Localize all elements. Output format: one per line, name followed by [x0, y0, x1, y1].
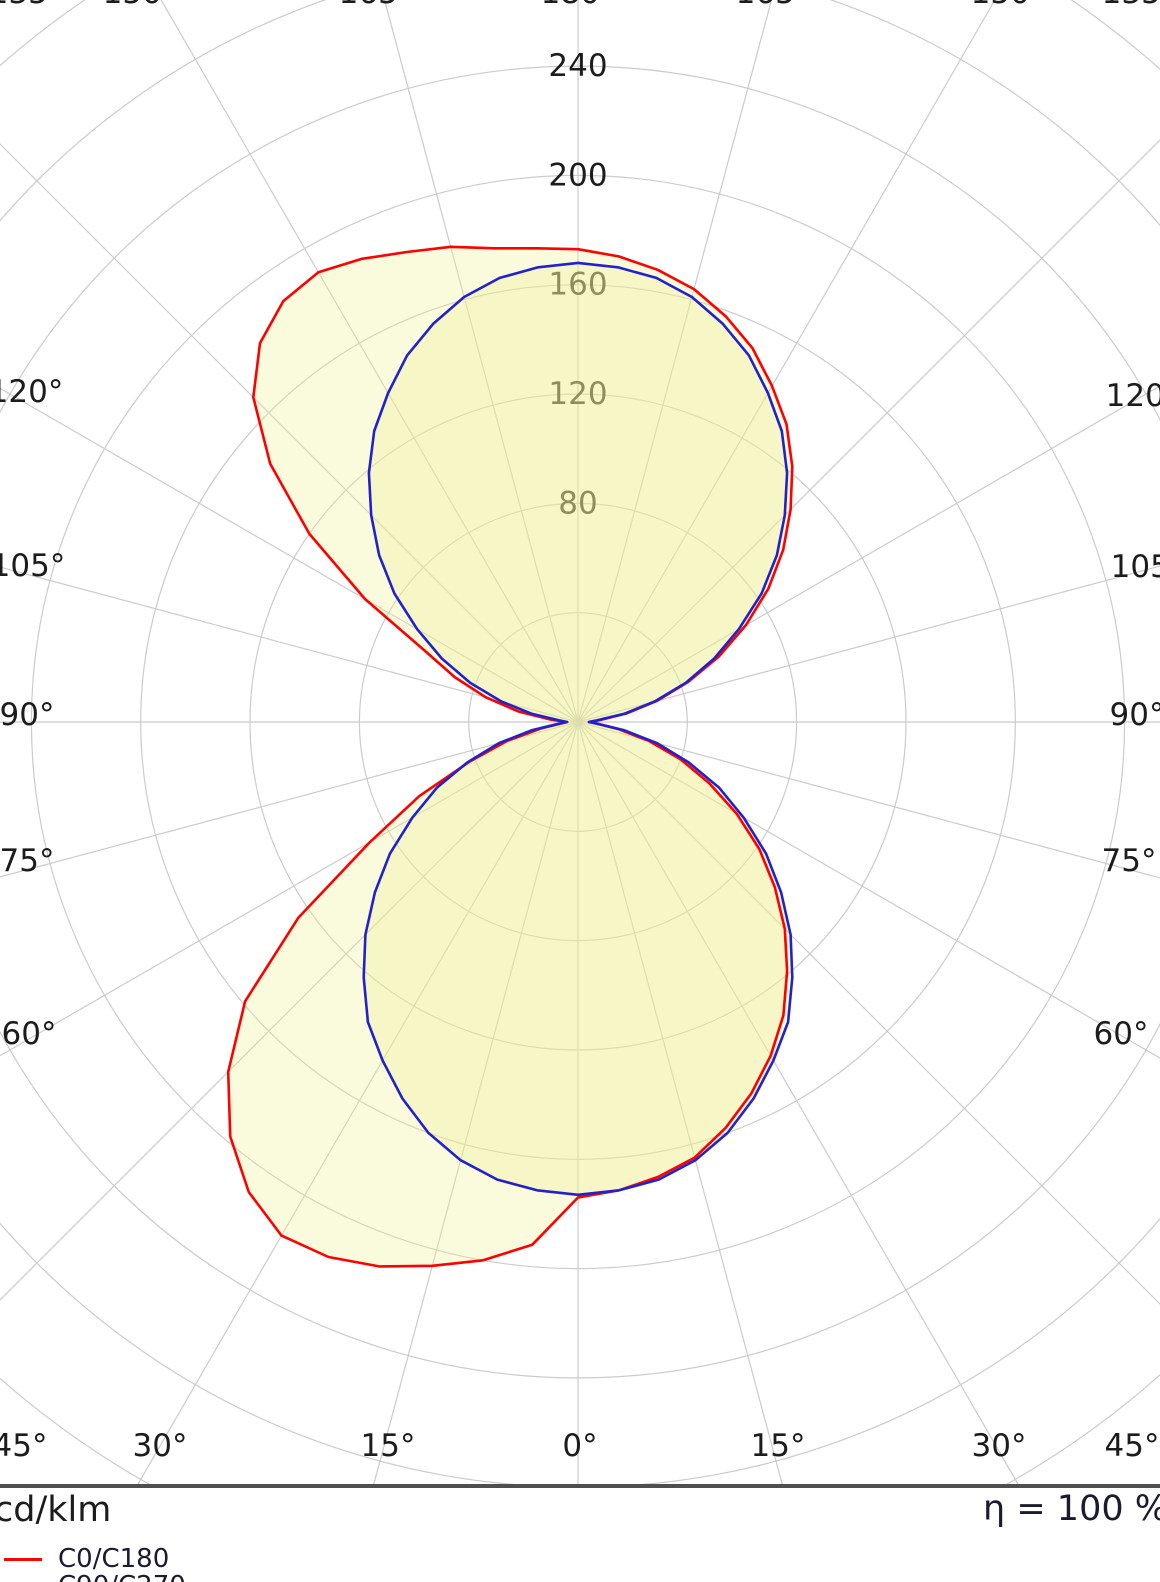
grid-spoke [577, 721, 1021, 1487]
polar-chart-canvas: 24020016012080135°150°165°180°165°150°13… [0, 0, 1160, 1487]
series-curves [226, 245, 794, 1268]
grid-spoke [577, 0, 996, 723]
angle-label: 75° [1102, 843, 1157, 879]
grid-spoke [0, 143, 579, 723]
legend-label: C0/C180 [58, 1544, 170, 1574]
angle-label: 90° [0, 697, 54, 733]
angle-label: 105° [0, 548, 65, 584]
angle-label: 60° [1094, 1016, 1149, 1052]
grid-spoke [0, 721, 579, 1057]
grid-spoke [160, 0, 579, 723]
angle-label: 120° [1106, 378, 1160, 414]
grid-spoke [0, 721, 579, 878]
legend-line-swatch [4, 1557, 42, 1561]
angle-label: 30° [972, 1428, 1027, 1464]
series-curve-C90-C270 [362, 261, 794, 1197]
angle-label: 75° [0, 843, 54, 879]
angle-label: 150° [103, 0, 178, 11]
angle-label: 45° [1105, 1428, 1160, 1464]
angle-label: 165° [736, 0, 811, 11]
grid-spoke [0, 387, 579, 723]
chart-footer-divider [0, 1484, 1160, 1488]
angle-labels: 135° 150° 165° 180° 165° 150° 135° 45° 30° 15° 0° 1… [0, 0, 1160, 1464]
grid-spoke [135, 721, 579, 1487]
ring-label: 80 [558, 485, 597, 521]
ring-label: 160 [548, 267, 607, 303]
ring-label: 120 [548, 376, 607, 412]
legend-row: C90/C270 [4, 1573, 186, 1582]
angle-label: 135° [1102, 0, 1160, 11]
series-fill-C90-C270 [363, 262, 793, 1195]
angle-label: 105° [1111, 549, 1160, 585]
ring-label: 200 [548, 157, 607, 193]
angle-label: 120° [0, 374, 63, 410]
grid-spoke [577, 565, 1160, 723]
units-label: cd/klm [0, 1490, 112, 1530]
grid-spoke [383, 0, 579, 723]
ring-labels: 240 200 160 120 80 [548, 48, 607, 521]
ring-label: 240 [548, 48, 607, 84]
grid-spoke [0, 566, 579, 723]
angle-label: 135° [0, 0, 63, 11]
grid-spoke [0, 721, 579, 1301]
grid-spoke [577, 721, 1160, 879]
grid-spoke [577, 0, 773, 723]
angle-label: 180° [541, 0, 616, 11]
angle-label: 90° [1110, 697, 1160, 733]
angle-label: 150° [971, 0, 1046, 11]
angle-label: 15° [361, 1428, 416, 1464]
angle-label: 45° [0, 1428, 47, 1464]
series-curve-C0-C180 [226, 245, 794, 1268]
polar-grid [0, 0, 1160, 1487]
legend: C0/C180C90/C270 [4, 1546, 186, 1582]
grid-spoke [577, 139, 1160, 723]
grid-spoke [372, 721, 579, 1487]
angle-label: 0° [562, 1428, 597, 1464]
grid-spoke [577, 721, 784, 1487]
angle-label: 60° [2, 1016, 57, 1052]
angle-label: 30° [133, 1428, 188, 1464]
efficiency-label: η = 100 % [983, 1489, 1160, 1529]
grid-spoke [577, 721, 1160, 1305]
angle-label: 15° [751, 1428, 806, 1464]
legend-row: C0/C180 [4, 1546, 186, 1572]
legend-label: C90/C270 [58, 1573, 186, 1582]
grid-spoke [577, 721, 1160, 1059]
grid-spoke [577, 385, 1160, 723]
angle-label: 165° [339, 0, 414, 11]
